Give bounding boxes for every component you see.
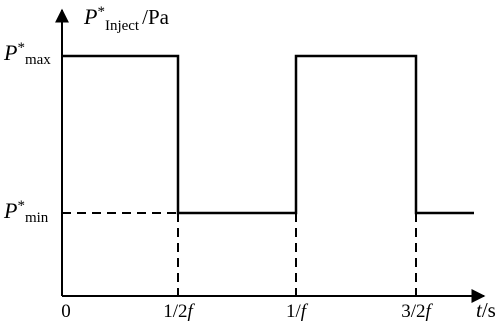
symbol: P [3,198,17,223]
symbol: t [476,298,483,322]
superscript: * [17,40,25,56]
x-label: 1/f [286,301,309,322]
unit: /Pa [142,5,170,29]
subscript: max [25,52,51,68]
waveform [62,54,474,215]
number: 1/ [286,301,302,322]
superscript: * [17,198,25,214]
x-axis-label: t/s [476,298,496,322]
number: 0 [61,301,71,322]
symbol: f [301,301,309,322]
max-label: P*max [3,40,51,68]
subscript: Inject [105,18,140,34]
number: 3/2 [401,301,425,322]
symbol: P [83,4,97,29]
symbol: f [188,301,196,322]
unit: /s [482,298,496,322]
x-label: 0 [61,301,71,322]
guide-lines [62,212,417,296]
x-label: 1/2f [163,301,195,322]
min-label: P*min [3,198,49,226]
y-axis-label: P*Inject/Pa [83,4,170,34]
number: 1/2 [163,301,187,322]
symbol: P [3,40,17,65]
subscript: min [25,210,49,226]
x-label: 3/2f [401,301,433,322]
superscript: * [97,4,105,20]
symbol: f [426,301,434,322]
